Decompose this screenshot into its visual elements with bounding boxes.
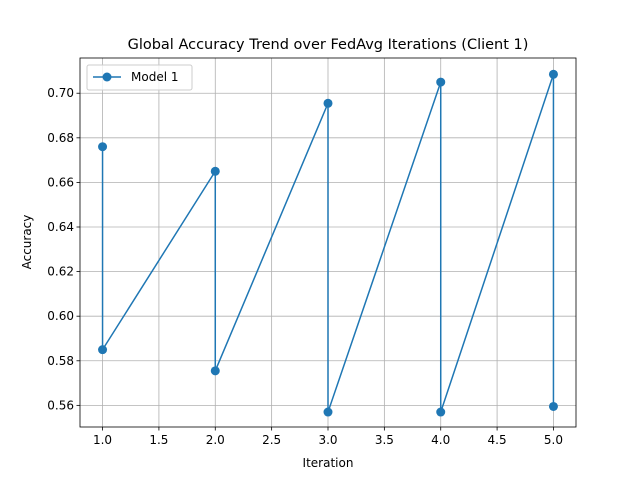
chart-title: Global Accuracy Trend over FedAvg Iterat… <box>128 37 529 53</box>
y-axis: 0.56 0.58 0.60 0.62 0.64 0.66 0.68 0.70 <box>47 86 80 412</box>
x-axis: 1.0 1.5 2.0 2.5 3.0 3.5 4.0 4.5 5.0 <box>93 427 563 447</box>
series-line <box>101 73 555 413</box>
x-tick-label: 5.0 <box>544 433 563 447</box>
data-point <box>323 407 333 417</box>
y-tick-label: 0.70 <box>47 86 74 100</box>
y-tick-label: 0.68 <box>47 131 74 145</box>
y-tick-label: 0.64 <box>47 220 74 234</box>
series-layer <box>98 69 558 417</box>
data-point <box>98 142 108 152</box>
data-point <box>323 98 333 108</box>
legend: Model 1 <box>86 64 193 91</box>
x-axis-label: Iteration <box>303 456 354 470</box>
data-point <box>548 69 558 79</box>
y-tick-label: 0.60 <box>47 309 74 323</box>
x-tick-label: 4.5 <box>488 433 507 447</box>
legend-box <box>86 64 193 91</box>
data-point <box>98 345 108 355</box>
data-point <box>436 407 446 417</box>
y-axis-label: Accuracy <box>20 215 34 270</box>
y-tick-label: 0.66 <box>47 175 74 189</box>
x-tick-label: 2.0 <box>206 433 225 447</box>
y-tick-label: 0.56 <box>47 398 74 412</box>
data-point <box>210 366 220 376</box>
x-tick-label: 1.5 <box>149 433 168 447</box>
y-tick-label: 0.58 <box>47 354 74 368</box>
x-tick-label: 4.0 <box>431 433 450 447</box>
data-point <box>436 77 446 87</box>
legend-label: Model 1 <box>131 70 178 84</box>
x-tick-label: 1.0 <box>93 433 112 447</box>
x-tick-label: 3.5 <box>375 433 394 447</box>
x-tick-label: 3.0 <box>318 433 337 447</box>
y-tick-label: 0.62 <box>47 265 74 279</box>
legend-marker <box>102 72 112 82</box>
x-tick-label: 2.5 <box>262 433 281 447</box>
data-point <box>210 166 220 176</box>
data-point <box>548 401 558 411</box>
